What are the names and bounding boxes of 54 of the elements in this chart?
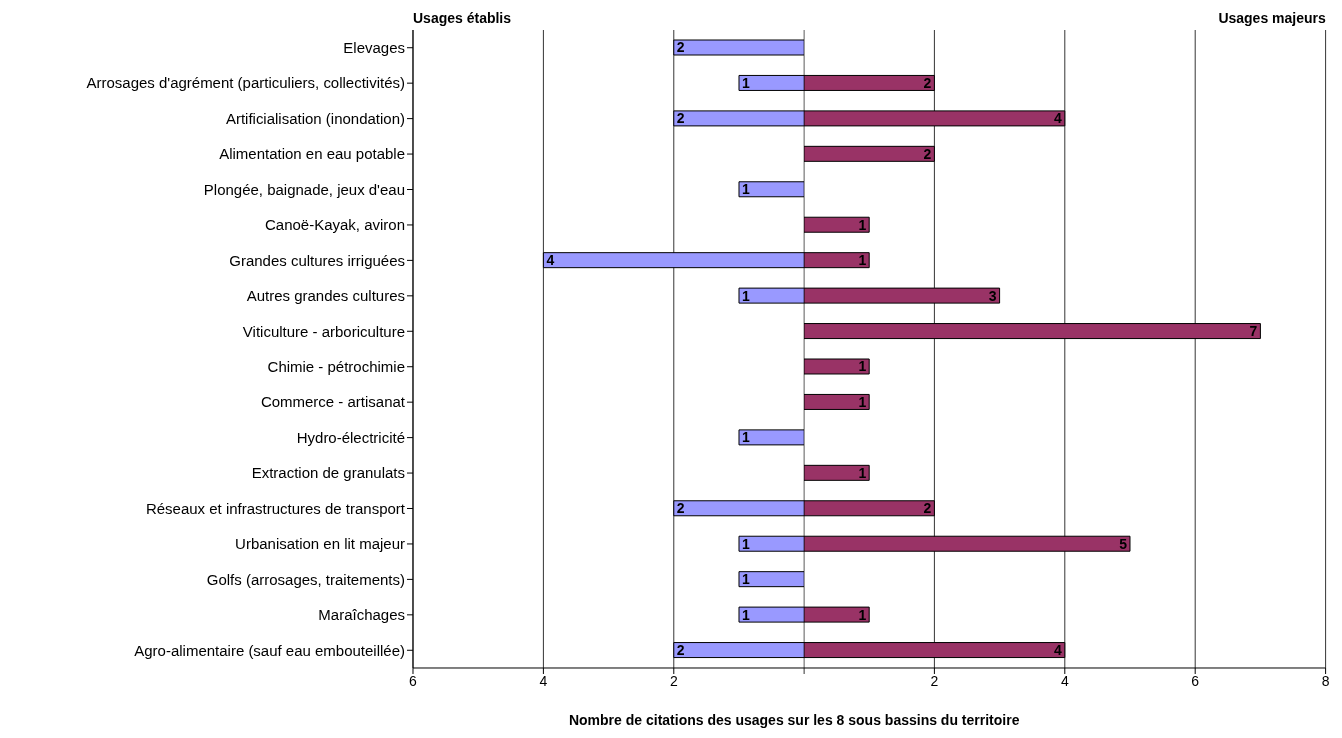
y-tick-label: Artificialisation (inondation) (225, 109, 405, 127)
y-tick-label: Arrosages d'agrément (particuliers, collectivités) (86, 74, 405, 92)
y-tick-label: Elevages (343, 39, 405, 57)
data-label: 2 (676, 500, 685, 517)
data-label: 1 (741, 429, 750, 446)
data-label: 1 (858, 464, 867, 481)
y-tick-label: Maraîchages (318, 606, 405, 624)
data-label: 4 (1054, 110, 1063, 127)
y-tick-label: Golfs (arrosages, traitements) (206, 570, 405, 588)
y-tick-label: Hydro-électricité (296, 428, 405, 446)
data-label: 3 (989, 287, 997, 304)
x-axis-title: Nombre de citations des usages sur les 8 sous bassins du territoire (567, 712, 1021, 728)
data-label: 1 (741, 287, 750, 304)
data-label: 7 (1249, 323, 1258, 340)
data-label: 1 (858, 216, 867, 233)
y-tick-label: Réseaux et infrastructures de transport (145, 499, 406, 517)
data-label: 2 (923, 74, 932, 91)
x-tick-label: 4 (1061, 672, 1070, 689)
data-label: 4 (546, 252, 555, 269)
chart-title: Usages établis (413, 10, 512, 26)
y-tick-label: Agro-alimentaire (sauf eau embouteillée) (134, 641, 405, 659)
data-label: 1 (858, 252, 867, 269)
x-tick-label: 6 (409, 672, 418, 689)
y-tick-label: Canoë-Kayak, aviron (265, 216, 405, 234)
data-label: 4 (1054, 642, 1063, 659)
x-tick-label: 2 (930, 672, 939, 689)
y-tick-label: Extraction de granulats (251, 464, 405, 482)
data-label: 1 (741, 571, 750, 588)
data-label: 1 (858, 606, 867, 623)
y-tick-label: Autres grandes cultures (246, 287, 405, 305)
data-label: 5 (1119, 535, 1128, 552)
x-tick-label: 2 (669, 672, 678, 689)
y-tick-label: Chimie - pétrochimie (267, 358, 405, 376)
data-label: 1 (741, 181, 750, 198)
data-label: 1 (741, 535, 750, 552)
y-tick-label: Commerce - artisanat (260, 393, 406, 411)
data-label: 1 (741, 74, 750, 91)
y-tick-label: Plongée, baignade, jeux d'eau (203, 180, 405, 198)
chart-title: Usages majeurs (1218, 10, 1326, 26)
x-tick-label: 6 (1191, 672, 1200, 689)
data-label: 2 (923, 145, 932, 162)
x-tick-label: 8 (1321, 672, 1330, 689)
data-label: 2 (676, 110, 685, 127)
data-label: 2 (676, 642, 685, 659)
data-label: 2 (923, 500, 932, 517)
y-tick-label: Alimentation en eau potable (219, 145, 405, 163)
data-label: 1 (858, 358, 867, 375)
x-tick-label: 4 (539, 672, 548, 689)
data-label: 2 (676, 39, 685, 56)
data-label: 1 (858, 393, 867, 410)
y-tick-label: Viticulture - arboriculture (242, 322, 405, 340)
y-tick-label: Urbanisation en lit majeur (235, 535, 405, 553)
data-label: 1 (741, 606, 750, 623)
y-tick-label: Grandes cultures irriguées (229, 251, 405, 269)
